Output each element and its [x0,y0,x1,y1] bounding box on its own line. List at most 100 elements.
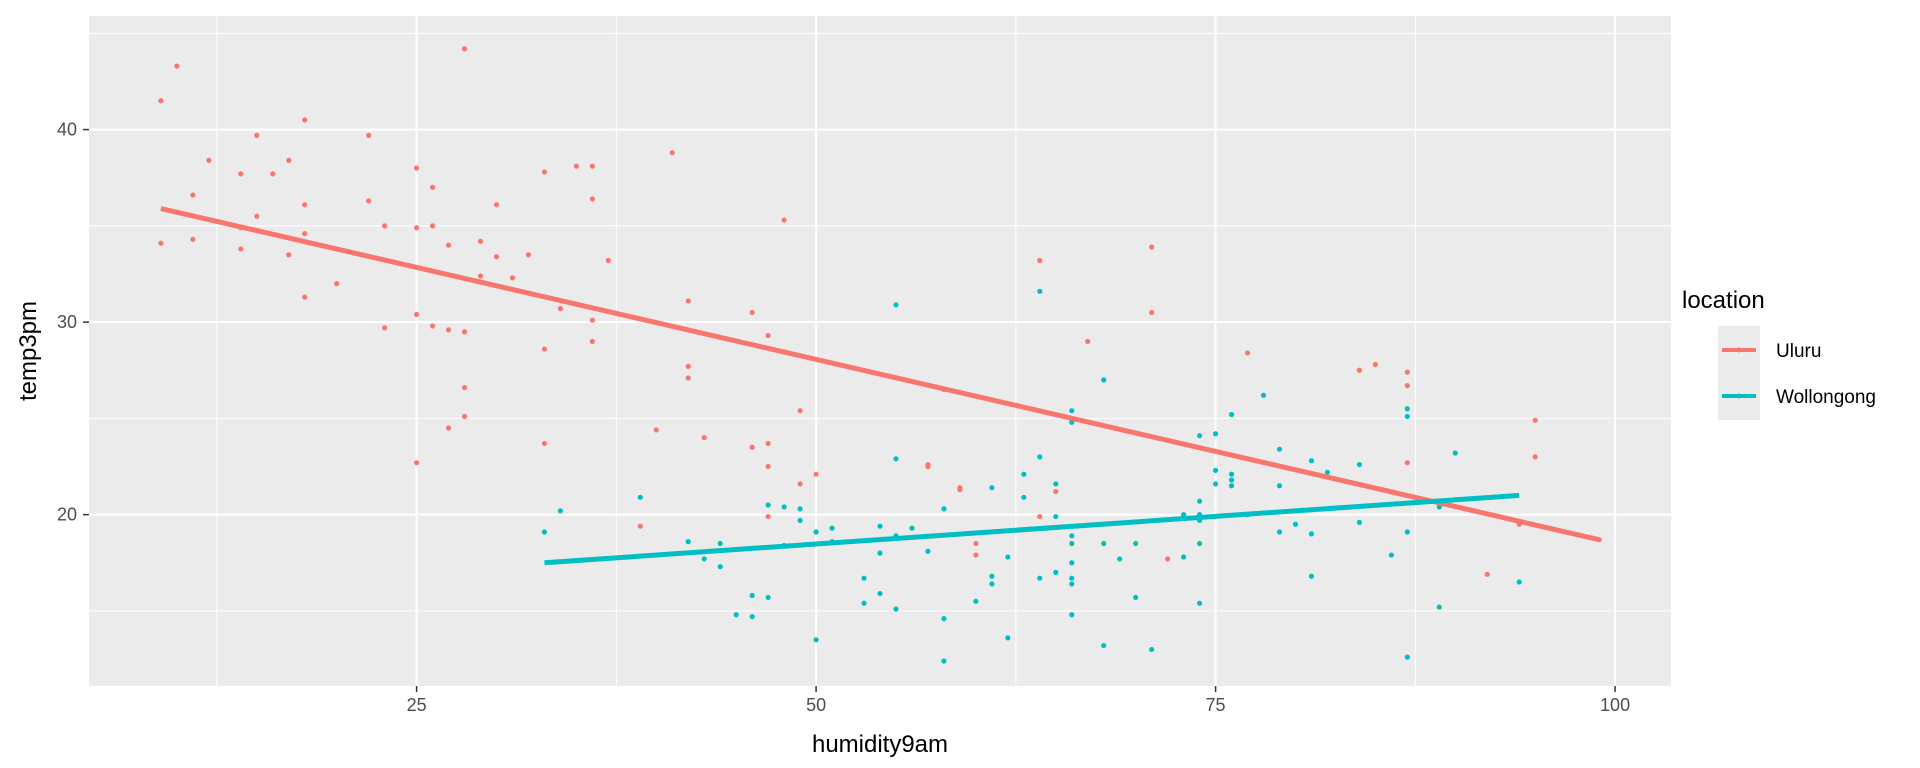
x-tick-label-1: 50 [806,695,826,715]
point-wollongong-63 [1181,512,1187,518]
point-wollongong-35 [989,485,995,491]
trend-line-wollongong [544,492,1520,566]
point-uluru-54 [653,427,659,433]
point-wollongong-3 [685,539,691,545]
point-uluru-75 [973,540,979,547]
point-uluru-76 [973,552,979,558]
legend-key-point-wollongong [1736,393,1742,399]
point-wollongong-33 [941,658,947,664]
point-wollongong-45 [1053,481,1059,487]
point-wollongong-47 [1053,569,1059,576]
point-uluru-29 [429,323,436,329]
y-tick-label-0: 20 [57,505,77,525]
point-uluru-42 [525,252,532,258]
point-wollongong-5 [717,540,723,547]
point-wollongong-58 [1101,642,1107,649]
point-uluru-57 [685,363,691,370]
point-wollongong-2 [637,494,643,500]
point-wollongong-94 [1404,654,1410,660]
point-wollongong-97 [1452,450,1458,456]
point-wollongong-12 [781,504,787,510]
x-tick-label-3: 100 [1600,695,1630,715]
point-wollongong-40 [1021,471,1027,477]
point-wollongong-80 [1276,446,1283,452]
point-uluru-80 [1085,338,1091,344]
point-uluru-41 [509,275,516,281]
point-wollongong-50 [1069,533,1075,539]
legend-title: location [1682,287,1765,314]
point-uluru-30 [445,242,452,248]
point-wollongong-83 [1292,521,1299,527]
point-uluru-17 [302,294,308,300]
point-uluru-66 [781,217,787,223]
point-wollongong-71 [1212,431,1219,437]
point-uluru-38 [477,273,484,279]
point-wollongong-81 [1276,483,1283,489]
point-wollongong-92 [1404,413,1410,420]
point-wollongong-54 [1069,581,1075,587]
point-wollongong-73 [1212,481,1219,487]
point-uluru-23 [413,165,420,171]
point-wollongong-31 [941,506,947,512]
point-wollongong-89 [1356,519,1362,525]
point-wollongong-82 [1276,529,1283,535]
point-uluru-60 [749,309,755,316]
point-wollongong-4 [701,556,707,562]
point-wollongong-6 [717,564,723,570]
point-uluru-83 [1165,556,1171,562]
point-uluru-9 [254,132,260,138]
point-uluru-48 [589,163,595,169]
legend-label-uluru: Uluru [1776,341,1821,362]
point-uluru-71 [925,463,931,470]
point-uluru-50 [589,317,595,323]
point-wollongong-18 [829,525,835,531]
point-wollongong-93 [1404,529,1410,535]
point-wollongong-72 [1212,467,1219,473]
point-wollongong-22 [877,523,883,529]
point-wollongong-61 [1133,594,1139,601]
point-wollongong-75 [1228,471,1235,477]
point-wollongong-20 [861,575,867,581]
point-uluru-13 [286,252,292,258]
point-uluru-20 [366,198,372,204]
point-wollongong-17 [813,637,819,643]
point-wollongong-8 [749,592,755,599]
point-uluru-81 [1149,244,1155,250]
point-uluru-59 [701,435,707,441]
point-uluru-69 [813,471,819,477]
trend-lines [160,206,1600,566]
point-uluru-46 [557,306,564,312]
x-tick-label-2: 75 [1206,695,1226,715]
point-wollongong-96 [1436,604,1442,610]
point-wollongong-41 [1021,494,1027,500]
point-wollongong-64 [1181,554,1187,560]
point-wollongong-14 [797,506,803,512]
point-uluru-47 [573,163,579,169]
major-gridlines [89,16,1671,686]
point-uluru-0 [158,98,164,104]
point-wollongong-91 [1404,406,1410,412]
point-uluru-26 [413,460,420,466]
point-uluru-6 [238,171,244,177]
point-wollongong-62 [1149,646,1155,653]
point-uluru-85 [1356,367,1362,373]
point-wollongong-32 [941,616,947,622]
point-wollongong-11 [765,594,771,601]
point-wollongong-59 [1117,556,1123,562]
point-uluru-49 [589,196,595,202]
point-wollongong-7 [733,612,739,618]
point-uluru-78 [1037,513,1043,520]
point-wollongong-1 [557,508,564,514]
point-uluru-79 [1053,488,1059,495]
point-uluru-16 [302,230,308,237]
point-wollongong-36 [989,573,995,579]
point-uluru-27 [429,184,436,190]
point-uluru-40 [493,254,500,260]
point-uluru-89 [1404,460,1410,466]
y-axis-title: temp3pm [15,301,42,401]
point-wollongong-15 [797,517,803,524]
plot-panel [89,16,1671,686]
point-wollongong-21 [861,600,867,606]
point-uluru-51 [589,338,595,344]
